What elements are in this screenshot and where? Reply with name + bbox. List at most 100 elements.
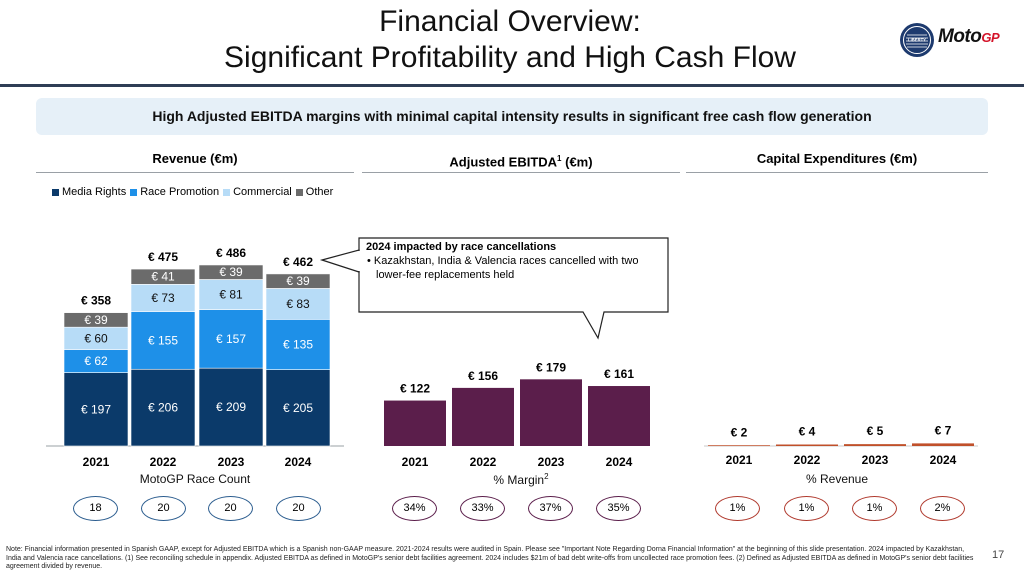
- legend-label: Commercial: [233, 186, 292, 198]
- capex-panel-rule: [686, 172, 988, 173]
- capex-sub-label: % Revenue: [805, 472, 869, 486]
- liberty-logo-text: LIBERTY: [908, 38, 926, 43]
- race-count-pill: 20: [276, 496, 321, 521]
- headline-banner: High Adjusted EBITDA margins with minima…: [36, 98, 988, 135]
- ebitda-bar: [384, 400, 446, 446]
- capex-revenue-pill: 1%: [852, 496, 897, 521]
- legend-swatch: [223, 188, 231, 196]
- revenue-segment-label: € 81: [219, 288, 243, 302]
- revenue-segment-label: € 155: [148, 333, 178, 347]
- ebitda-panel-title: Adjusted EBITDA1 (€m): [362, 151, 680, 170]
- ebitda-sub-sup: 2: [544, 472, 549, 481]
- revenue-segment-label: € 206: [148, 401, 178, 415]
- ebitda-bar: [452, 387, 514, 446]
- ebitda-title-suffix: (€m): [561, 154, 593, 170]
- revenue-segment-label: € 205: [283, 401, 313, 415]
- revenue-segment-label: € 157: [216, 332, 246, 346]
- callout: 2024 impacted by race cancellations • Ka…: [366, 240, 646, 282]
- revenue-bar-commercial: [130, 284, 196, 312]
- margin-pill: 35%: [596, 496, 641, 521]
- revenue-bar-commercial: [198, 279, 264, 310]
- revenue-segment-label: € 60: [84, 331, 108, 345]
- legend-swatch: [52, 188, 59, 196]
- title-divider: [0, 84, 1024, 87]
- page-number: 17: [992, 549, 1005, 561]
- capex-year-label: 2021: [726, 453, 753, 467]
- title-line-2: Significant Profitability and High Cash …: [224, 41, 796, 74]
- race-count-pill: 20: [208, 496, 253, 521]
- revenue-segment-label: € 83: [286, 297, 310, 311]
- margin-pill: 33%: [460, 496, 505, 521]
- callout-pointer: [319, 249, 360, 273]
- capex-revenue-pill: 1%: [784, 496, 829, 521]
- liberty-logo-icon: LIBERTY: [900, 23, 934, 57]
- ebitda-value-label: € 179: [536, 360, 566, 374]
- margin-pill: 34%: [392, 496, 437, 521]
- revenue-panel-rule: [36, 172, 354, 173]
- ebitda-title-sup: 1: [557, 154, 562, 163]
- capex-value-label: € 5: [867, 424, 884, 438]
- revenue-year-label: 2021: [83, 455, 110, 469]
- revenue-segment-label: € 197: [81, 402, 111, 416]
- revenue-segment-label: € 209: [216, 400, 246, 414]
- ebitda-sub-label: % Margin2: [362, 472, 680, 487]
- legend-swatch: [130, 188, 138, 196]
- revenue-segment-label: € 135: [283, 337, 313, 351]
- page-title: Financial Overview: Significant Profitab…: [150, 4, 870, 76]
- motogp-logo: MotoGP: [938, 26, 1000, 48]
- revenue-total-label: € 358: [81, 294, 111, 308]
- revenue-bar-race-promotion: [265, 319, 331, 370]
- capex-bar: [708, 445, 770, 446]
- logo-gp: GP: [981, 30, 1000, 45]
- revenue-segment-label: € 39: [219, 265, 243, 279]
- margin-pill: 37%: [528, 496, 573, 521]
- legend-label: Media Rights: [62, 186, 127, 198]
- revenue-bar-other: [63, 312, 129, 328]
- revenue-bar-other: [265, 273, 331, 289]
- revenue-panel-title: Revenue (€m): [152, 151, 238, 166]
- callout-box: [358, 237, 669, 340]
- ebitda-year-label: 2023: [538, 455, 565, 469]
- revenue-year-label: 2022: [150, 455, 177, 469]
- capex-bar: [776, 444, 838, 446]
- revenue-bar-other: [130, 268, 196, 285]
- ebitda-year-label: 2021: [402, 455, 429, 469]
- capex-year-label: 2024: [930, 453, 957, 467]
- revenue-sub-label: MotoGP Race Count: [139, 472, 251, 486]
- revenue-segment-label: € 39: [286, 274, 310, 288]
- revenue-segment-label: € 39: [84, 313, 108, 327]
- capex-panel-title: Capital Expenditures (€m): [756, 151, 918, 166]
- capex-bar: [844, 444, 906, 446]
- capex-value-label: € 4: [799, 425, 816, 439]
- revenue-bar-race-promotion: [130, 311, 196, 370]
- ebitda-year-label: 2024: [606, 455, 633, 469]
- revenue-total-label: € 486: [216, 246, 246, 260]
- callout-bullet: • Kazakhstan, India & Valencia races can…: [367, 255, 639, 281]
- title-line-1: Financial Overview:: [379, 5, 641, 38]
- ebitda-sub-text: % Margin: [493, 473, 545, 487]
- legend-item-commercial: Commercial: [223, 186, 292, 198]
- revenue-total-label: € 475: [148, 250, 178, 264]
- capex-revenue-pill: 1%: [715, 496, 760, 521]
- revenue-segment-label: € 41: [151, 270, 175, 284]
- capex-year-label: 2022: [794, 453, 821, 467]
- footnote: Note: Financial information presented in…: [6, 546, 974, 570]
- ebitda-year-label: 2022: [470, 455, 497, 469]
- legend-item-other: Other: [295, 186, 333, 198]
- revenue-bar-media-rights: [265, 369, 331, 447]
- capex-value-label: € 7: [935, 423, 952, 437]
- capex-value-label: € 2: [731, 425, 748, 439]
- revenue-year-label: 2024: [285, 455, 312, 469]
- ebitda-value-label: € 122: [400, 382, 430, 396]
- revenue-bar-commercial: [265, 288, 331, 320]
- ebitda-panel-rule: [362, 172, 680, 173]
- race-count-pill: 20: [141, 496, 186, 521]
- ebitda-value-label: € 156: [468, 369, 498, 383]
- callout-heading: 2024 impacted by race cancellations: [366, 241, 557, 253]
- revenue-bar-race-promotion: [198, 309, 264, 369]
- legend-item-media-rights: Media Rights: [52, 186, 126, 198]
- capex-year-label: 2023: [862, 453, 889, 467]
- capex-revenue-pill: 2%: [920, 496, 965, 521]
- ebitda-value-label: € 161: [604, 367, 634, 381]
